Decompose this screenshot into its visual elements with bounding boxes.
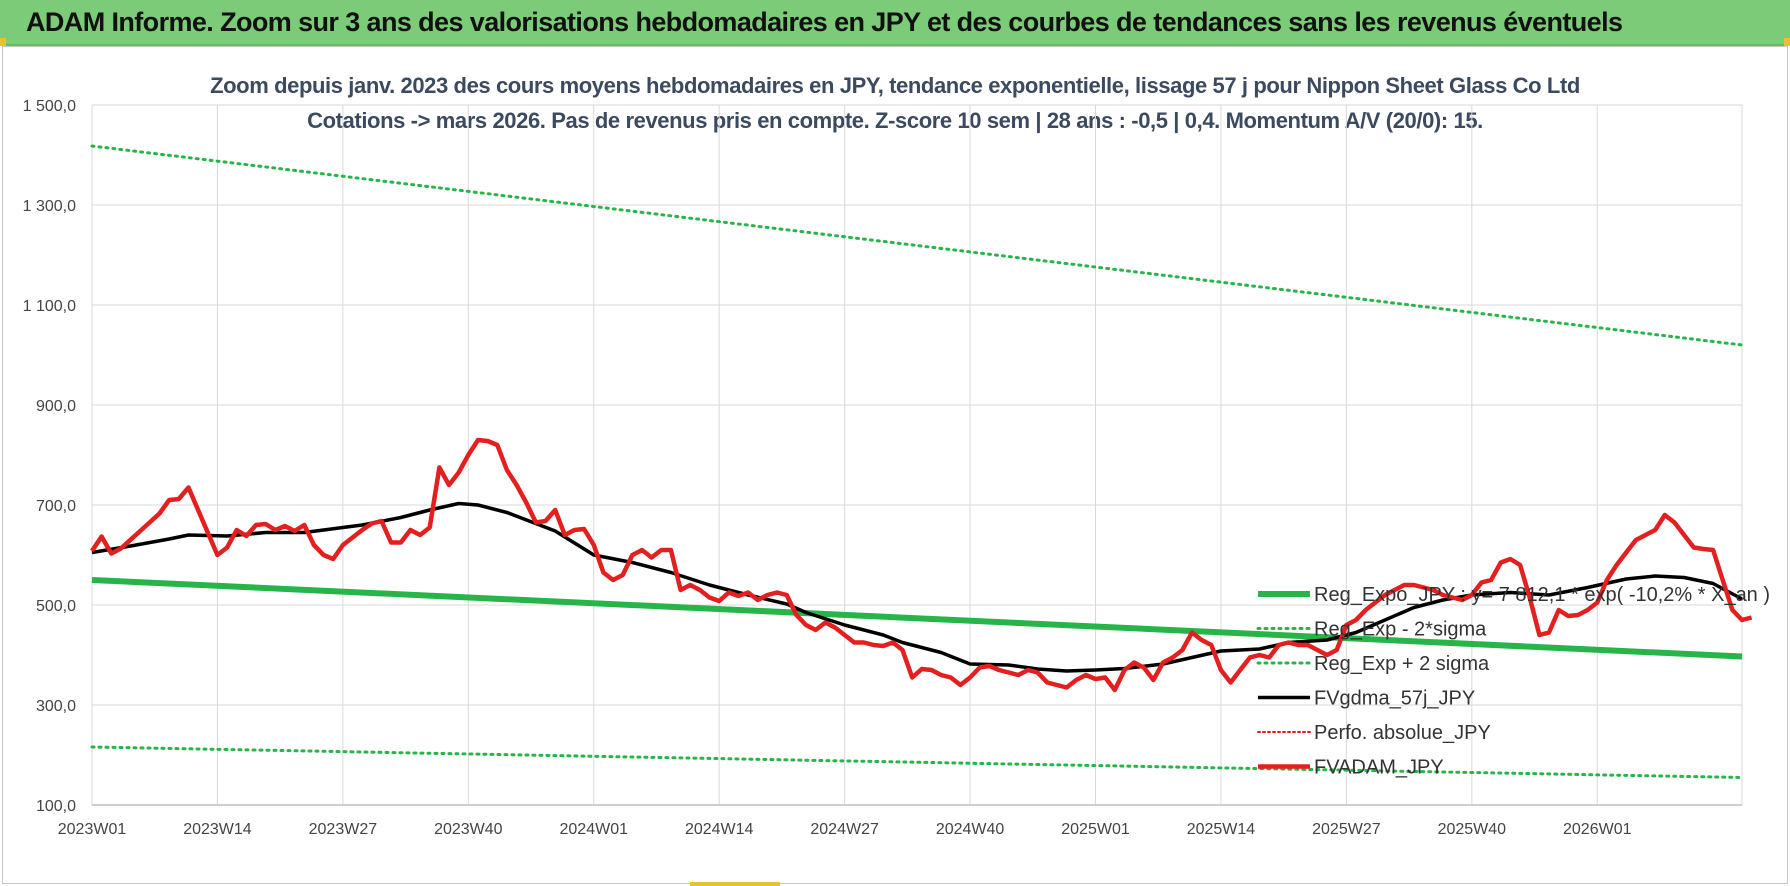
x-tick-label: 2023W40 <box>434 821 503 838</box>
x-tick-label: 2024W40 <box>936 821 1005 838</box>
report-title: ADAM Informe. Zoom sur 3 ans des valoris… <box>26 7 1623 37</box>
y-tick-label: 900,0 <box>36 398 76 415</box>
y-axis-ticks: 1 500,0 1 300,0 1 100,0 900,0 700,0 500,0 300,… <box>23 98 76 815</box>
x-tick-label: 2024W14 <box>685 821 754 838</box>
y-tick-label: 1 500,0 <box>23 98 76 115</box>
y-tick-label: 100,0 <box>36 798 76 815</box>
y-tick-label: 300,0 <box>36 698 76 715</box>
chart-legend: Reg_Expo_JPY : y= 7 812,1 * exp( -10,2% … <box>1256 584 1770 779</box>
x-tick-label: 2026W01 <box>1563 821 1632 838</box>
x-tick-label: 2025W01 <box>1061 821 1130 838</box>
x-axis-ticks: 2023W01 2023W14 2023W27 2023W40 2024W01 2024W… <box>58 821 1632 838</box>
y-tick-label: 700,0 <box>36 498 76 515</box>
report-banner: ADAM Informe. Zoom sur 3 ans des valoris… <box>0 0 1790 46</box>
series-line-3 <box>90 144 1744 347</box>
series-line-2 <box>90 745 1744 779</box>
x-tick-label: 2025W27 <box>1312 821 1381 838</box>
legend-entry-2: Reg_Exp - 2*sigma <box>1314 619 1487 641</box>
y-tick-label: 500,0 <box>36 598 76 615</box>
x-tick-label: 2025W14 <box>1187 821 1256 838</box>
series-line-6 <box>90 437 1753 693</box>
x-tick-label: 2025W40 <box>1438 821 1507 838</box>
legend-entry-1: Reg_Expo_JPY : y= 7 812,1 * exp( -10,2% … <box>1314 584 1770 606</box>
x-tick-label: 2023W01 <box>58 821 127 838</box>
series-line-1 <box>91 577 1743 660</box>
chart-title-line2: Cotations -> mars 2026. Pas de revenus p… <box>307 108 1483 133</box>
chart-title-line1: Zoom depuis janv. 2023 des cours moyens … <box>210 73 1580 98</box>
chart-grid <box>91 104 1743 806</box>
x-tick-label: 2024W01 <box>560 821 629 838</box>
legend-entry-3: Reg_Exp + 2 sigma <box>1314 653 1490 675</box>
accent-mark-bottom <box>690 882 780 886</box>
accent-mark-right <box>1784 38 1790 46</box>
x-tick-label: 2024W27 <box>810 821 879 838</box>
x-tick-label: 2023W14 <box>183 821 252 838</box>
legend-entry-5: Perfo. absolue_JPY <box>1314 722 1491 744</box>
chart-frame <box>2 46 1788 884</box>
y-tick-label: 1 100,0 <box>23 298 76 315</box>
legend-entry-6: FVADAM_JPY <box>1314 757 1444 779</box>
y-tick-label: 1 300,0 <box>23 198 76 215</box>
accent-mark-left <box>0 38 6 46</box>
legend-entry-4: FVgdma_57j_JPY <box>1314 688 1475 710</box>
x-tick-label: 2023W27 <box>309 821 378 838</box>
chart-series <box>90 144 1753 779</box>
